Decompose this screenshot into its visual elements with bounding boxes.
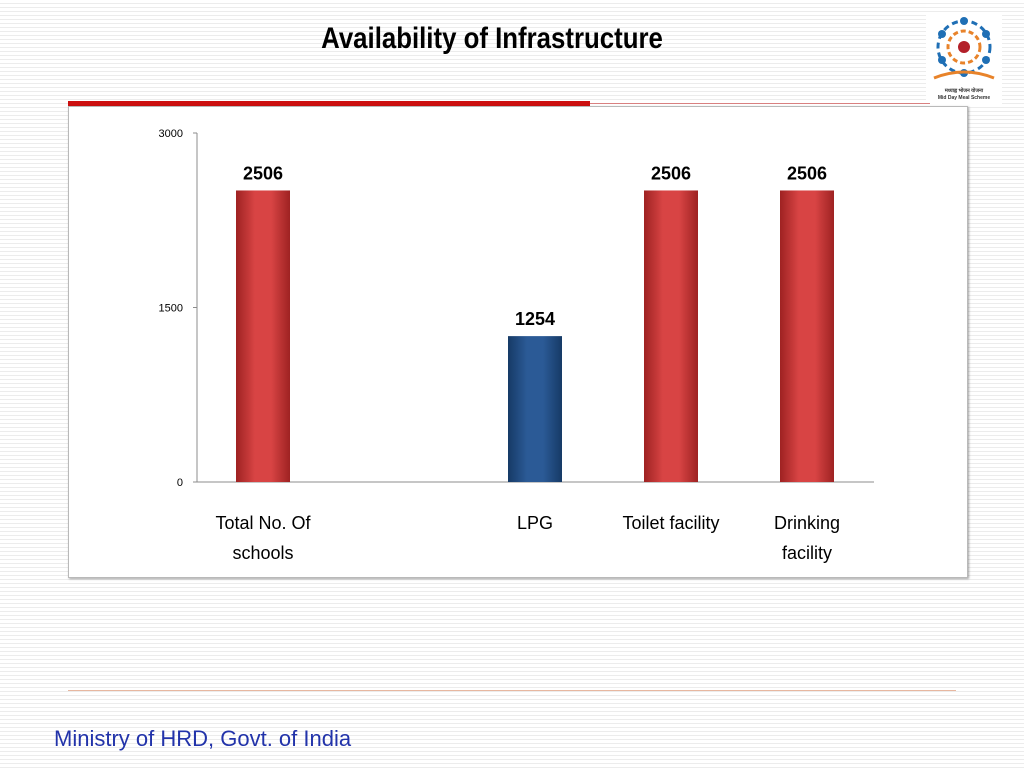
slide-title: Availability of Infrastructure: [321, 22, 663, 55]
bar: [780, 190, 834, 482]
y-tick-label: 1500: [159, 303, 183, 315]
y-tick-label: 3000: [159, 128, 183, 140]
y-tick-label: 0: [177, 477, 183, 489]
bar-chart: 0 1500 3000 2506 1254 2506 2506 Total No. Of s…: [159, 128, 874, 563]
mid-day-meal-logo: मध्याह्न भोजन योजना Mid Day Meal Scheme: [926, 14, 1002, 104]
x-tick-label: facility: [782, 543, 832, 563]
x-tick-label: Drinking: [774, 513, 840, 533]
x-tick-label: LPG: [517, 513, 553, 533]
bar: [236, 190, 290, 482]
logo-hindi-text: मध्याह्न भोजन योजना: [944, 88, 984, 94]
data-label: 2506: [787, 163, 827, 183]
x-tick-label: schools: [232, 543, 293, 563]
bar: [644, 190, 698, 482]
logo-english-text: Mid Day Meal Scheme: [937, 95, 991, 101]
chart-container: 0 1500 3000 2506 1254 2506 2506 Total No. Of s…: [68, 106, 968, 578]
x-tick-label: Toilet facility: [622, 513, 719, 533]
data-label: 2506: [651, 163, 691, 183]
footer-divider: [68, 690, 956, 691]
x-tick-label: Total No. Of: [215, 513, 311, 533]
data-label: 1254: [515, 309, 555, 329]
footer-text: Ministry of HRD, Govt. of India: [54, 726, 352, 751]
bar: [508, 336, 562, 482]
title-underline-red: [68, 101, 590, 106]
title-underline-thin: [590, 103, 930, 104]
data-label: 2506: [243, 163, 283, 183]
logo-emblem-icon: [933, 17, 995, 80]
